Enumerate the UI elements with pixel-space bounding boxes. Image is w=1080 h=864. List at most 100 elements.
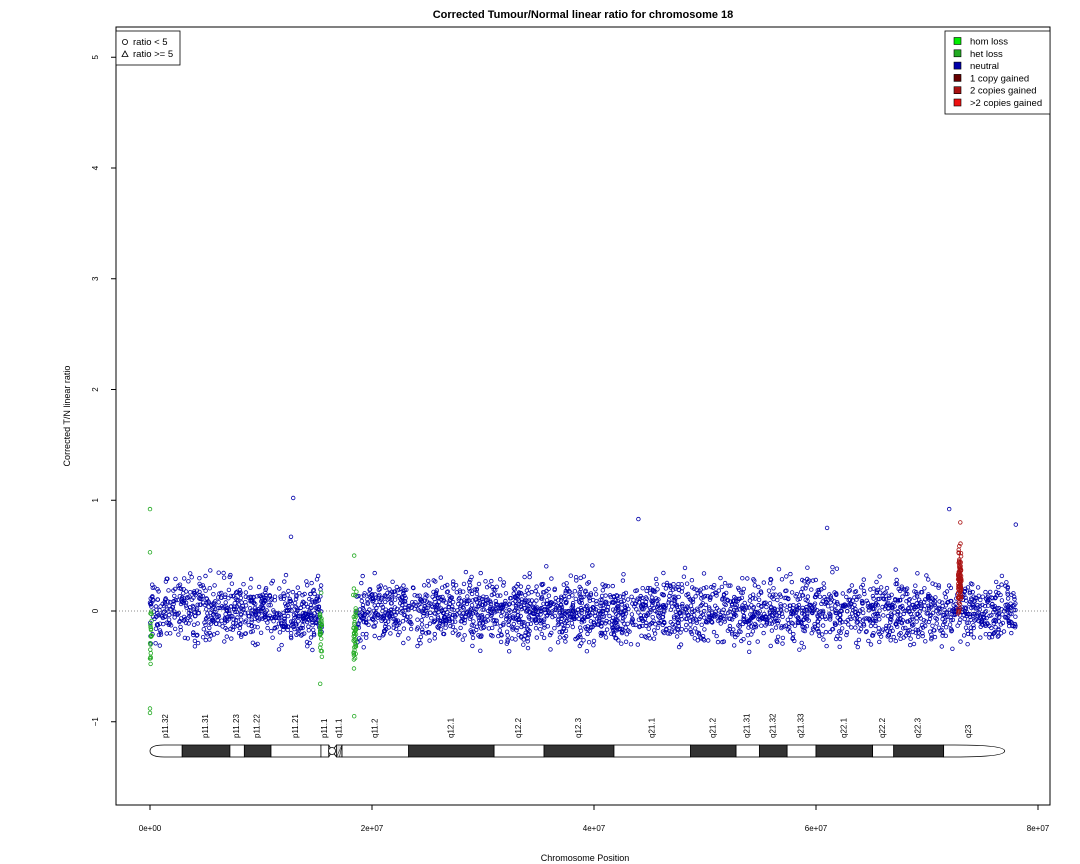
- point-neutral: [971, 611, 976, 617]
- point-neutral: [460, 637, 465, 642]
- point-neutral: [996, 626, 1001, 632]
- circle-icon: [122, 39, 129, 46]
- point-neutral: [467, 589, 472, 594]
- point-neutral: [654, 582, 659, 587]
- point-het-loss: [352, 631, 357, 636]
- point-neutral: [282, 618, 287, 624]
- point-neutral: [773, 592, 778, 597]
- point-neutral: [208, 568, 213, 573]
- point-neutral: [570, 624, 575, 630]
- point-neutral: [801, 645, 807, 650]
- point-neutral: [300, 625, 305, 631]
- point-neutral: [683, 606, 688, 612]
- point-neutral: [156, 632, 162, 638]
- point-neutral: [688, 622, 693, 627]
- point-neutral: [388, 616, 393, 621]
- point-neutral: [803, 597, 808, 603]
- point-neutral: [182, 635, 188, 641]
- point-neutral: [255, 641, 260, 647]
- point-neutral: [752, 624, 757, 630]
- point-neutral: [676, 594, 681, 600]
- point-neutral: [472, 606, 477, 611]
- band-label: q22.2: [878, 717, 887, 738]
- point-neutral: [900, 594, 905, 599]
- point-neutral: [207, 625, 212, 631]
- point-neutral: [903, 587, 908, 592]
- point-neutral: [599, 624, 604, 629]
- point-neutral: [556, 616, 561, 622]
- point-neutral: [421, 613, 426, 619]
- point-neutral: [476, 581, 482, 587]
- point-neutral: [579, 600, 585, 606]
- point-neutral: [161, 610, 166, 615]
- point-neutral: [203, 630, 209, 635]
- y-tick-label: 5: [91, 54, 100, 59]
- point-neutral: [853, 640, 859, 646]
- point-neutral: [926, 592, 931, 597]
- point-neutral: [847, 588, 853, 593]
- point-neutral: [650, 620, 655, 625]
- point-neutral: [613, 635, 618, 641]
- point-neutral: [370, 592, 375, 597]
- point-neutral: [876, 629, 881, 635]
- point-neutral: [907, 627, 912, 633]
- point-neutral: [915, 592, 920, 597]
- point-neutral: [693, 626, 698, 631]
- point-neutral: [539, 582, 545, 588]
- point-neutral: [250, 629, 255, 634]
- point-neutral: [721, 639, 727, 644]
- ideogram-band: [815, 744, 874, 758]
- band-label: q22.1: [839, 717, 848, 738]
- point-neutral: [835, 600, 840, 605]
- point-neutral: [711, 613, 717, 619]
- point-neutral: [855, 594, 860, 600]
- point-neutral: [812, 594, 818, 600]
- point-neutral: [563, 590, 568, 596]
- point-neutral: [497, 628, 502, 633]
- point-neutral: [828, 615, 833, 620]
- point-neutral: [868, 623, 874, 629]
- point-neutral: [756, 592, 761, 597]
- point-neutral: [555, 640, 561, 645]
- point-neutral: [539, 606, 544, 611]
- point-neutral: [286, 588, 291, 594]
- point-neutral: [590, 605, 596, 610]
- point-neutral: [204, 596, 210, 602]
- point-neutral: [679, 589, 684, 594]
- point-neutral: [858, 585, 864, 590]
- point-neutral: [481, 625, 486, 631]
- point-neutral: [494, 601, 499, 607]
- point-neutral: [605, 608, 610, 613]
- point-neutral: [946, 583, 952, 588]
- point-neutral: [386, 610, 391, 616]
- point-neutral: [489, 592, 495, 598]
- point-neutral: [645, 585, 651, 591]
- point-2-copies-gained: [956, 550, 961, 555]
- point-neutral: [289, 604, 295, 609]
- point-neutral: [799, 620, 804, 625]
- point-neutral: [250, 611, 255, 616]
- point-neutral: [809, 631, 814, 636]
- point-neutral: [763, 614, 768, 619]
- point-neutral: [864, 629, 869, 634]
- point-neutral: [268, 616, 274, 621]
- point-neutral: [263, 598, 268, 604]
- point-neutral: [940, 600, 945, 605]
- point-neutral: [898, 630, 903, 636]
- point-neutral: [498, 639, 504, 645]
- point-neutral: [579, 608, 584, 613]
- point-neutral: [427, 638, 432, 643]
- point-neutral: [550, 614, 555, 620]
- point-neutral: [597, 618, 602, 624]
- point-neutral: [572, 609, 577, 615]
- point-neutral: [871, 596, 876, 601]
- point-het-loss: [352, 616, 357, 621]
- point-neutral: [996, 633, 1001, 638]
- point-neutral: [722, 580, 728, 586]
- point-neutral: [978, 624, 983, 629]
- point-neutral: [553, 595, 558, 601]
- point-neutral: [745, 633, 750, 638]
- point-neutral: [433, 611, 438, 616]
- point-neutral: [764, 619, 770, 625]
- point-neutral: [185, 636, 190, 641]
